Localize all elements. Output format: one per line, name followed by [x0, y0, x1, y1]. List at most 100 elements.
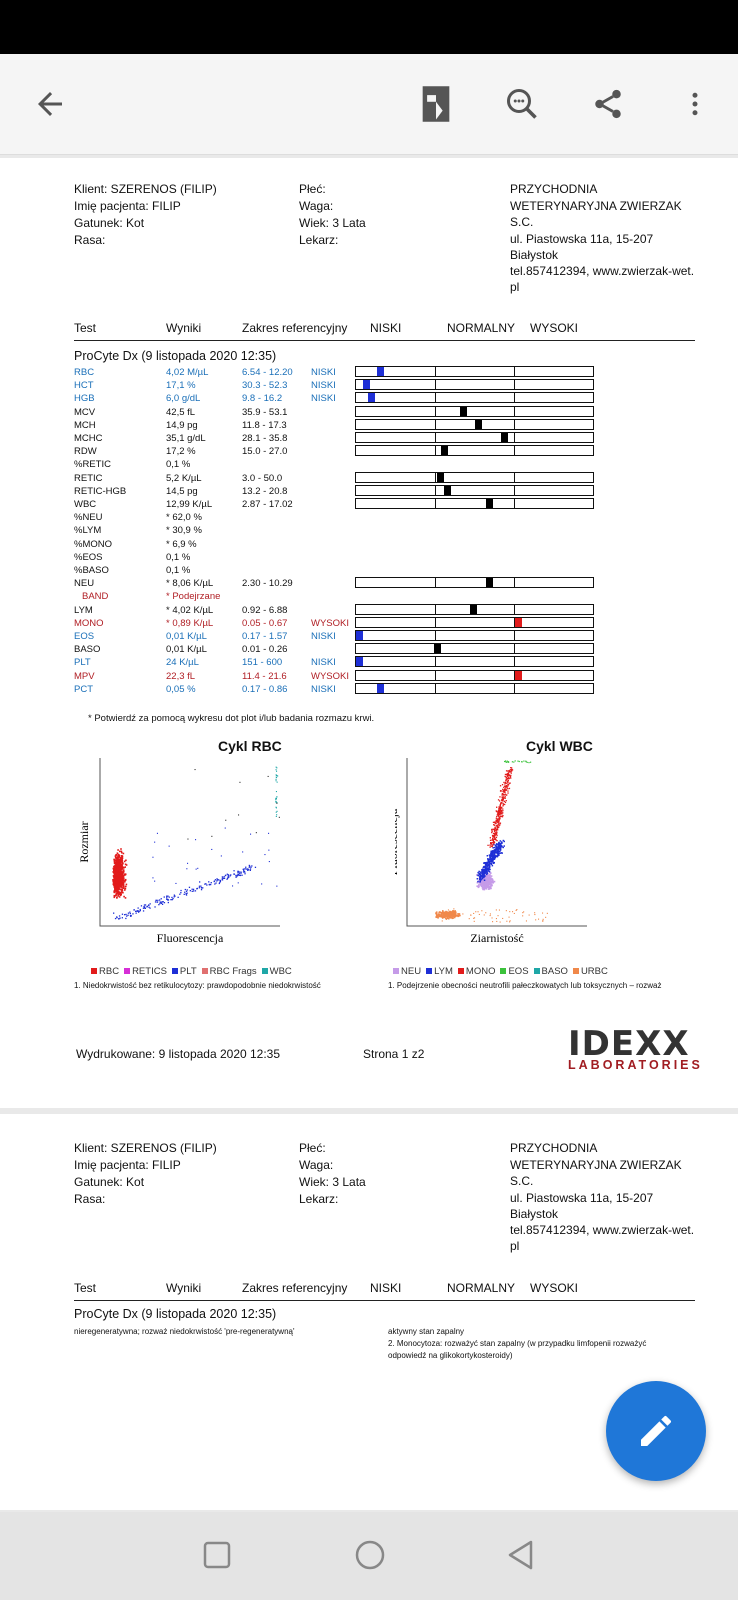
legend-label: EOS: [508, 966, 529, 977]
col-range: Zakres referencyjny: [242, 1281, 348, 1295]
cell-test: PCT: [74, 683, 93, 695]
legend-swatch: [457, 968, 464, 975]
cell-range: 28.1 - 35.8: [242, 433, 288, 444]
range-divider: [434, 631, 436, 640]
back-arrow-icon[interactable]: [22, 76, 78, 132]
cell-range: 0.17 - 1.57: [242, 631, 288, 642]
range-divider: [434, 617, 436, 627]
pdf-page-1: Klient: SZERENOS (FILIP) Imię pacjenta: …: [0, 158, 738, 1108]
clinic-line: WETERYNARYJNA ZWIERZAK: [510, 199, 682, 213]
cell-range: 35.9 - 53.1: [242, 406, 288, 418]
range-bar: [355, 630, 594, 641]
search-icon[interactable]: [494, 76, 550, 132]
result-marker: [377, 683, 385, 693]
edit-fab-button[interactable]: [606, 1381, 706, 1481]
cell-range: 9.8 - 16.2: [242, 393, 283, 405]
range-divider: [513, 485, 515, 495]
range-bar: [355, 405, 594, 417]
cell-test: %MONO: [74, 538, 112, 550]
scatter-cluster: [152, 827, 278, 887]
cell-value: * 0,89 K/µL: [166, 617, 214, 629]
more-vert-icon[interactable]: [667, 76, 723, 132]
legend-swatch: [91, 968, 97, 975]
navigation-bar: [0, 1512, 738, 1600]
range-divider: [513, 670, 515, 680]
result-marker: [436, 472, 444, 482]
cell-value: * 8,06 K/µL: [166, 578, 214, 590]
cell-value: 0,1 %: [166, 459, 191, 471]
cell-test: %EOS: [74, 551, 103, 563]
legend-label: NEU: [401, 966, 422, 977]
y-axis-label: Fluorescencja: [395, 808, 400, 875]
reader-mode-icon[interactable]: [408, 76, 464, 132]
cell-flag: NISKI: [311, 380, 336, 392]
clinic-line: pl: [510, 1239, 520, 1253]
wbc-note: 1. Podejrzenie obecności neutrofili pałe…: [388, 981, 662, 990]
legend-label: WBC: [269, 966, 292, 977]
result-marker: [443, 485, 451, 495]
range-bar: [355, 616, 594, 628]
range-divider: [513, 657, 515, 667]
result-marker: [486, 499, 494, 508]
wbc-legend: NEU LYM MONO EOS BASO URBC: [388, 966, 608, 977]
range-divider: [513, 446, 515, 456]
cell-test: %RETIC: [74, 459, 111, 471]
legend-swatch: [201, 968, 208, 975]
note-right-3: odpowiedź na glikokortykosteroidy): [388, 1351, 513, 1360]
range-divider: [513, 433, 515, 442]
scatter-cluster: [487, 767, 514, 848]
printed-date: Wydrukowane: 9 listopada 2020 12:35: [76, 1047, 281, 1061]
range-divider: [434, 683, 436, 693]
col-low: NISKI: [370, 321, 402, 335]
range-divider: [513, 499, 515, 508]
recents-square-icon[interactable]: [202, 1540, 232, 1570]
legend-label: BASO: [541, 966, 568, 977]
cell-test: %BASO: [74, 565, 109, 576]
scatter-cluster: [187, 769, 280, 840]
cell-flag: NISKI: [311, 367, 336, 378]
range-bar: [355, 682, 594, 694]
back-triangle-icon[interactable]: [506, 1539, 536, 1571]
range-divider: [513, 419, 515, 429]
range-divider: [434, 485, 436, 495]
cell-test: MCHC: [74, 433, 103, 444]
clinic-line: Białystok: [510, 248, 559, 262]
clinic-line: WETERYNARYJNA ZWIERZAK: [510, 1158, 682, 1172]
x-axis-label: Ziarnistość: [470, 931, 523, 945]
home-circle-icon[interactable]: [354, 1539, 386, 1571]
cell-test: LYM: [74, 604, 93, 616]
result-marker: [460, 406, 468, 416]
range-bar: [355, 484, 594, 496]
range-divider: [434, 499, 436, 508]
doctor: Lekarz:: [299, 233, 339, 247]
footnote: * Potwierdź za pomocą wykresu dot plot i…: [88, 713, 375, 724]
legend-swatch: [261, 968, 268, 975]
cell-value: 0,1 %: [166, 551, 191, 563]
cell-value: 5,2 K/µL: [166, 472, 202, 484]
cell-range: 30.3 - 52.3: [242, 380, 288, 392]
result-marker: [377, 367, 385, 376]
cell-value: 4,02 M/µL: [166, 367, 209, 378]
range-divider: [513, 631, 515, 640]
range-bar: [355, 418, 594, 430]
patient-name: Imię pacjenta: FILIP: [74, 199, 181, 213]
result-marker: [434, 644, 442, 654]
note-right-2: 2. Monocytoza: rozważyć stan zapalny (w …: [388, 1339, 647, 1348]
range-divider: [513, 393, 515, 403]
cell-value: 0,05 %: [166, 683, 196, 695]
cell-range: 0.01 - 0.26: [242, 644, 288, 656]
range-divider: [513, 406, 515, 416]
page-number: Strona 1 z2: [363, 1047, 425, 1061]
cell-range: 151 - 600: [242, 657, 283, 669]
y-axis-label: Rozmiar: [80, 821, 91, 862]
col-normal: NORMALNY: [447, 321, 516, 335]
cell-value: 0,01 K/µL: [166, 644, 207, 656]
clinic-line: PRZYCHODNIA: [510, 1141, 598, 1155]
range-bar: [355, 445, 594, 457]
scatter-cluster: [435, 910, 461, 920]
result-marker: [356, 631, 363, 640]
cell-range: 11.4 - 21.6: [242, 670, 287, 682]
share-icon[interactable]: [580, 76, 636, 132]
cell-value: * 6,9 %: [166, 538, 197, 550]
clinic-line: Białystok: [510, 1207, 559, 1221]
